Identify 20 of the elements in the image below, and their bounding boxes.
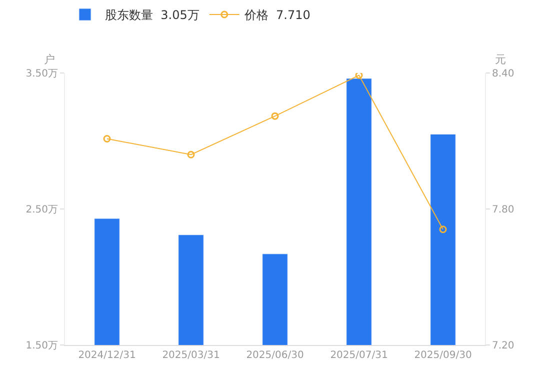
legend-label: 价格 7.710 [243,8,310,22]
x-tick-label: 2025/07/31 [330,350,388,361]
y-tick-label: 2.50万 [26,204,58,216]
point [103,134,111,142]
y-tick-label: 3.50万 [26,68,58,80]
legend-label: 股东数量 3.05万 [105,8,200,22]
point [187,150,195,158]
y2-tick-label: 8.40 [492,68,514,80]
x-tick-label: 2025/03/31 [162,350,220,361]
point [355,73,363,80]
y-tick-label: 1.50万 [26,340,58,352]
y2-tick-label: 7.80 [492,204,514,216]
point [271,112,279,120]
y2-axis-title: 元 [495,53,506,66]
x-tick-label: 2024/12/31 [78,350,136,361]
y2-tick-label: 7.20 [492,340,514,352]
point [439,226,447,234]
x-tick-label: 2025/06/30 [246,350,304,361]
y-axis-title: 户 [44,53,55,66]
x-tick-label: 2025/09/30 [414,350,472,361]
